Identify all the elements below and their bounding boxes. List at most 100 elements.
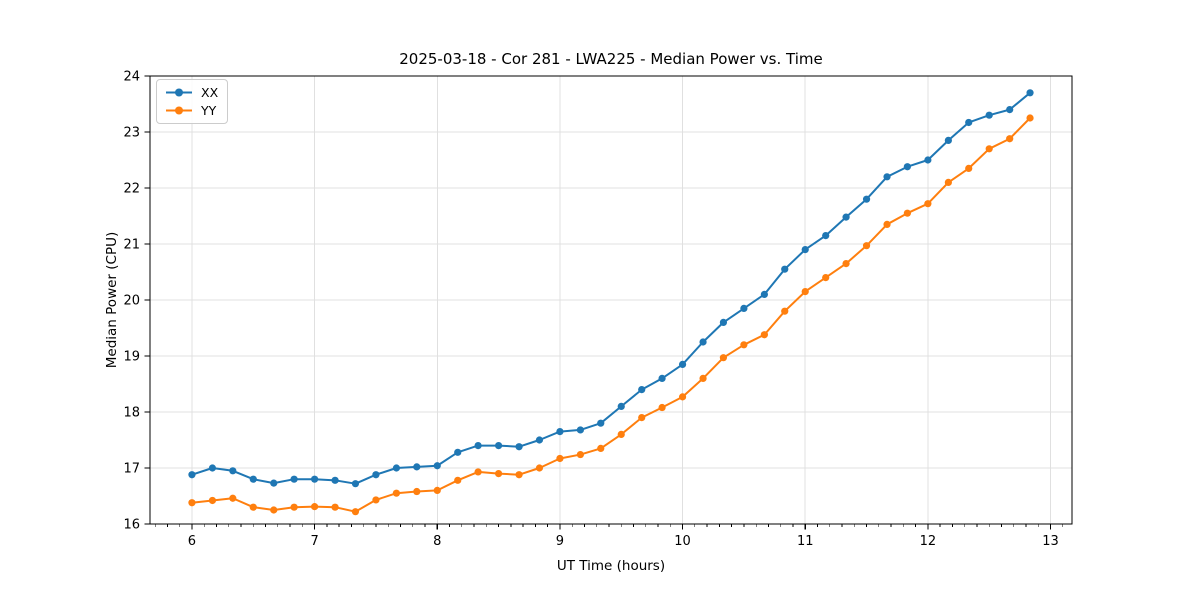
data-point <box>188 499 196 507</box>
data-point <box>1026 89 1034 97</box>
data-point <box>597 444 605 452</box>
x-tick-label: 6 <box>188 534 196 549</box>
data-point <box>515 443 523 451</box>
data-point <box>1026 114 1034 122</box>
data-point <box>822 274 830 282</box>
x-tick-label: 9 <box>556 534 564 549</box>
y-tick-label: 21 <box>123 238 140 253</box>
data-point <box>985 145 993 153</box>
data-point <box>474 468 482 476</box>
data-point <box>842 213 850 221</box>
data-point <box>433 486 441 494</box>
data-point <box>678 393 687 401</box>
data-point <box>617 430 625 438</box>
data-point <box>229 467 237 475</box>
data-point <box>249 503 257 511</box>
data-point <box>351 508 360 516</box>
data-point <box>1006 135 1014 143</box>
data-point <box>1006 106 1014 114</box>
data-point <box>249 475 257 483</box>
data-point <box>413 487 421 496</box>
data-point <box>965 118 973 127</box>
data-point <box>290 503 298 511</box>
data-point <box>719 318 728 326</box>
data-point <box>638 414 646 422</box>
legend-line-marker-icon <box>166 88 192 97</box>
data-point <box>638 386 646 394</box>
data-point <box>740 304 748 312</box>
data-point <box>740 341 748 349</box>
data-point <box>290 475 298 483</box>
data-point <box>944 136 952 144</box>
data-point <box>965 164 973 172</box>
y-tick-label: 23 <box>123 126 140 141</box>
data-point <box>494 442 503 450</box>
data-point <box>760 331 768 339</box>
series-line-yy <box>190 117 1032 513</box>
data-point <box>822 232 830 240</box>
x-tick-label: 13 <box>1042 534 1059 549</box>
data-point <box>454 448 462 456</box>
data-point <box>494 470 503 478</box>
data-point <box>331 503 339 511</box>
data-point <box>719 354 728 362</box>
y-tick-label: 22 <box>123 182 140 197</box>
data-point <box>229 494 237 502</box>
axis-ticks <box>144 75 1064 530</box>
data-point <box>351 480 360 488</box>
legend-item-yy: YY <box>164 103 218 118</box>
series-markers-xx <box>188 89 1034 488</box>
x-tick-label: 7 <box>310 534 318 549</box>
data-point <box>597 419 605 427</box>
x-tick-label: 10 <box>674 534 691 549</box>
legend-line-marker-icon <box>166 106 192 115</box>
data-point <box>392 489 401 497</box>
x-tick-label: 12 <box>920 534 937 549</box>
chart-title: 2025-03-18 - Cor 281 - LWA225 - Median P… <box>399 50 823 68</box>
data-point <box>556 454 564 463</box>
data-point <box>535 464 544 472</box>
legend-label-xx: XX <box>201 85 219 100</box>
y-axis-label: Median Power (CPU) <box>104 231 120 369</box>
data-point <box>188 471 196 479</box>
y-tick-label: 24 <box>123 70 140 85</box>
data-point <box>862 242 871 250</box>
data-point <box>535 436 544 444</box>
data-point <box>454 476 462 484</box>
data-point <box>208 464 217 472</box>
data-point <box>903 163 911 171</box>
data-point <box>760 290 768 298</box>
data-point <box>311 475 319 483</box>
data-point <box>801 288 809 296</box>
data-point <box>842 260 850 268</box>
data-point <box>331 476 339 484</box>
data-point <box>372 471 380 479</box>
axes-spines <box>149 75 1073 525</box>
data-point <box>515 471 523 479</box>
data-point <box>311 503 319 511</box>
y-tick-label: 20 <box>123 294 140 309</box>
data-point <box>699 374 707 382</box>
series-line-xx <box>190 91 1032 485</box>
data-point <box>208 496 217 505</box>
x-axis-label: UT Time (hours) <box>556 558 666 574</box>
data-point <box>985 111 993 119</box>
data-point <box>944 178 952 186</box>
data-point <box>617 402 625 410</box>
data-point <box>801 246 809 254</box>
data-point <box>658 403 666 412</box>
data-point <box>924 156 932 164</box>
y-tick-label: 18 <box>123 406 140 421</box>
data-point <box>903 209 911 217</box>
legend-label-yy: YY <box>201 103 217 118</box>
data-point <box>883 173 891 181</box>
data-point <box>678 360 687 368</box>
data-point <box>699 338 707 346</box>
data-point <box>270 479 278 487</box>
x-tick-label: 8 <box>433 534 441 549</box>
data-point <box>433 462 441 470</box>
data-point <box>862 195 871 203</box>
legend: XX YY <box>156 79 229 124</box>
